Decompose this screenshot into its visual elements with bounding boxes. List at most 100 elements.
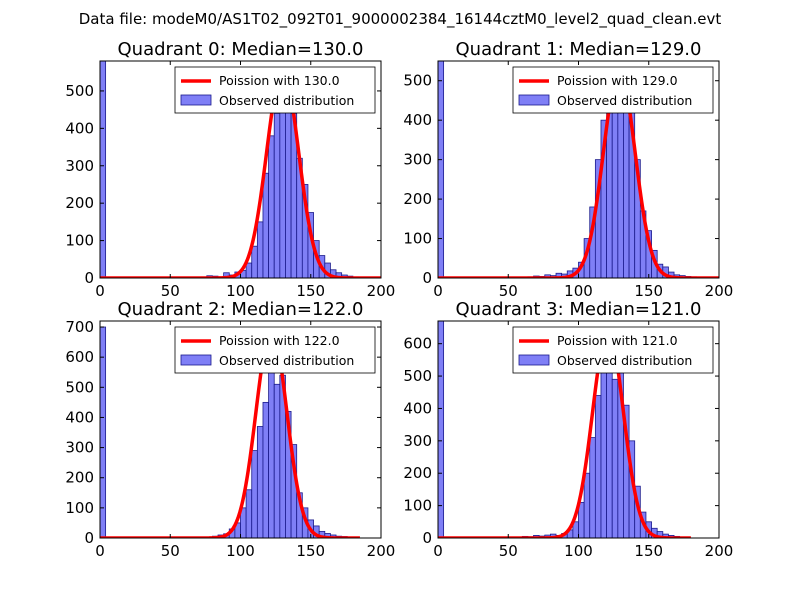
quadrant-1-xtick-label: 150 <box>634 282 663 300</box>
quadrant-0-histogram-bar <box>285 86 292 278</box>
quadrant-0-histogram-bar <box>262 172 270 278</box>
legend-histogram-label: Observed distribution <box>557 353 692 368</box>
quadrant-2-panel: Quadrant 2: Median=122.0 0 50 100 150 200 0 100… <box>65 299 395 560</box>
quadrant-3-legend: Poission with 121.0 Observed distribution <box>512 326 714 374</box>
quadrant-2-xtick-label: 0 <box>95 542 105 560</box>
legend-curve-label: Poission with 122.0 <box>219 333 340 348</box>
quadrant-2-poisson-curve <box>100 328 361 538</box>
legend-histogram-swatch <box>180 354 212 366</box>
quadrant-0-histogram-bar <box>268 135 275 278</box>
quadrant-0-ytick-label: 300 <box>65 157 94 175</box>
legend-curve-label: Poission with 121.0 <box>557 333 678 348</box>
quadrant-2-ytick-label: 300 <box>65 439 94 457</box>
quadrant-3-xtick-label: 0 <box>433 542 443 560</box>
quadrant-3-title: Quadrant 3: Median=121.0 <box>456 299 702 320</box>
quadrant-3-histogram-bar <box>589 437 596 538</box>
quadrant-3-ytick-label: 200 <box>403 464 432 482</box>
legend-histogram-label: Observed distribution <box>219 93 354 108</box>
quadrant-2-ytick-label: 600 <box>65 348 94 366</box>
quadrant-1-ytick-label: 300 <box>403 151 432 169</box>
quadrant-1-xtick-label: 100 <box>564 282 593 300</box>
quadrant-0-histogram-bar <box>251 245 258 278</box>
quadrant-1-ytick-label: 500 <box>403 72 432 90</box>
quadrant-2-plot-area <box>100 326 361 538</box>
legend-curve-label: Poission with 129.0 <box>557 73 678 88</box>
subplot-grid: Quadrant 0: Median=130.0 0 50 100 150 200 0 100… <box>65 39 733 560</box>
quadrant-3-ytick-label: 100 <box>403 497 432 515</box>
quadrant-0-xtick-label: 50 <box>161 282 180 300</box>
quadrant-1-ytick-label: 400 <box>403 111 432 129</box>
quadrant-2-histogram-bar <box>245 489 253 538</box>
quadrant-1-panel: Quadrant 1: Median=129.0 0 50 100 150 200 0 100… <box>403 39 733 300</box>
quadrant-0-xtick-label: 200 <box>367 282 396 300</box>
quadrant-0-legend: Poission with 130.0 Observed distribution <box>174 66 376 114</box>
quadrant-0-ytick-label: 100 <box>65 232 94 250</box>
quadrant-0-xtick-label: 0 <box>95 282 105 300</box>
quadrant-1-plot-area <box>438 61 719 278</box>
quadrant-1-ytick-label: 200 <box>403 190 432 208</box>
quadrant-3-histogram-bar <box>583 472 591 538</box>
quadrant-2-ytick-label: 200 <box>65 469 94 487</box>
quadrant-2-xtick-label: 200 <box>367 542 396 560</box>
quadrant-3-histogram-bar <box>594 395 602 538</box>
quadrant-3-xtick-label: 150 <box>634 542 663 560</box>
quadrant-2-histogram-bar <box>100 326 107 538</box>
quadrant-3-panel: Quadrant 3: Median=121.0 0 50 100 150 200 0 100… <box>403 299 733 560</box>
quadrant-0-panel: Quadrant 0: Median=130.0 0 50 100 150 200 0 100… <box>65 39 395 300</box>
quadrant-2-histogram-bar <box>273 383 281 538</box>
quadrant-0-ytick-label: 0 <box>84 269 94 287</box>
quadrant-2-xtick-label: 150 <box>296 542 325 560</box>
legend-histogram-swatch <box>518 354 550 366</box>
legend-histogram-label: Observed distribution <box>557 93 692 108</box>
quadrant-2-ytick-label: 0 <box>84 529 94 547</box>
legend-histogram-swatch <box>518 94 550 106</box>
quadrant-3-ytick-label: 0 <box>422 529 432 547</box>
quadrant-3-xtick-label: 200 <box>705 542 734 560</box>
quadrant-1-ytick-label: 0 <box>422 269 432 287</box>
quadrant-3-xtick-label: 50 <box>499 542 518 560</box>
quadrant-0-poisson-curve <box>100 68 381 278</box>
quadrant-2-histogram-bar <box>251 450 258 538</box>
quadrant-0-ytick-label: 200 <box>65 194 94 212</box>
quadrant-2-histogram-bar <box>256 426 264 538</box>
quadrant-3-ytick-label: 500 <box>403 367 432 385</box>
quadrant-1-xtick-label: 200 <box>705 282 734 300</box>
quadrant-3-ytick-label: 600 <box>403 335 432 353</box>
legend-curve-label: Poission with 130.0 <box>219 73 340 88</box>
quadrant-0-xtick-label: 100 <box>226 282 255 300</box>
quadrant-0-histogram-bar <box>245 262 253 278</box>
quadrant-2-title: Quadrant 2: Median=122.0 <box>118 299 364 320</box>
quadrant-0-histogram-bar <box>100 61 107 278</box>
quadrant-1-histogram-bar <box>438 61 445 278</box>
quadrant-2-ytick-label: 500 <box>65 378 94 396</box>
quadrant-0-histogram-bar <box>256 221 264 278</box>
quadrant-0-plot-area <box>100 61 381 278</box>
quadrant-3-histogram-bar <box>438 321 445 538</box>
quadrant-2-ytick-label: 400 <box>65 408 94 426</box>
quadrant-0-histogram-bar <box>273 112 281 278</box>
quadrant-1-xtick-label: 0 <box>433 282 443 300</box>
quadrant-3-ytick-label: 400 <box>403 399 432 417</box>
quadrant-1-legend: Poission with 129.0 Observed distribution <box>512 66 714 114</box>
quadrant-2-xtick-label: 100 <box>226 542 255 560</box>
quadrant-1-poisson-curve <box>438 69 719 278</box>
quadrant-0-ytick-label: 500 <box>65 82 94 100</box>
quadrant-1-histogram-bar <box>617 92 624 278</box>
quadrant-0-histogram-bar <box>279 105 286 278</box>
quadrant-0-ytick-label: 400 <box>65 119 94 137</box>
quadrant-2-ytick-label: 700 <box>65 318 94 336</box>
quadrant-3-poisson-curve <box>438 328 692 538</box>
figure-suptitle: Data file: modeM0/AS1T02_092T01_90000023… <box>79 10 722 29</box>
quadrant-0-xtick-label: 150 <box>296 282 325 300</box>
quadrant-3-histogram-bar <box>611 378 619 538</box>
quadrant-3-xtick-label: 100 <box>564 542 593 560</box>
quadrant-0-title: Quadrant 0: Median=130.0 <box>118 39 364 60</box>
legend-histogram-label: Observed distribution <box>219 353 354 368</box>
quadrant-2-legend: Poission with 122.0 Observed distribution <box>174 326 376 374</box>
quadrant-1-title: Quadrant 1: Median=129.0 <box>456 39 702 60</box>
legend-histogram-swatch <box>180 94 212 106</box>
quadrant-1-ytick-label: 100 <box>403 230 432 248</box>
quadrant-1-xtick-label: 50 <box>499 282 518 300</box>
quadrant-3-ytick-label: 300 <box>403 432 432 450</box>
